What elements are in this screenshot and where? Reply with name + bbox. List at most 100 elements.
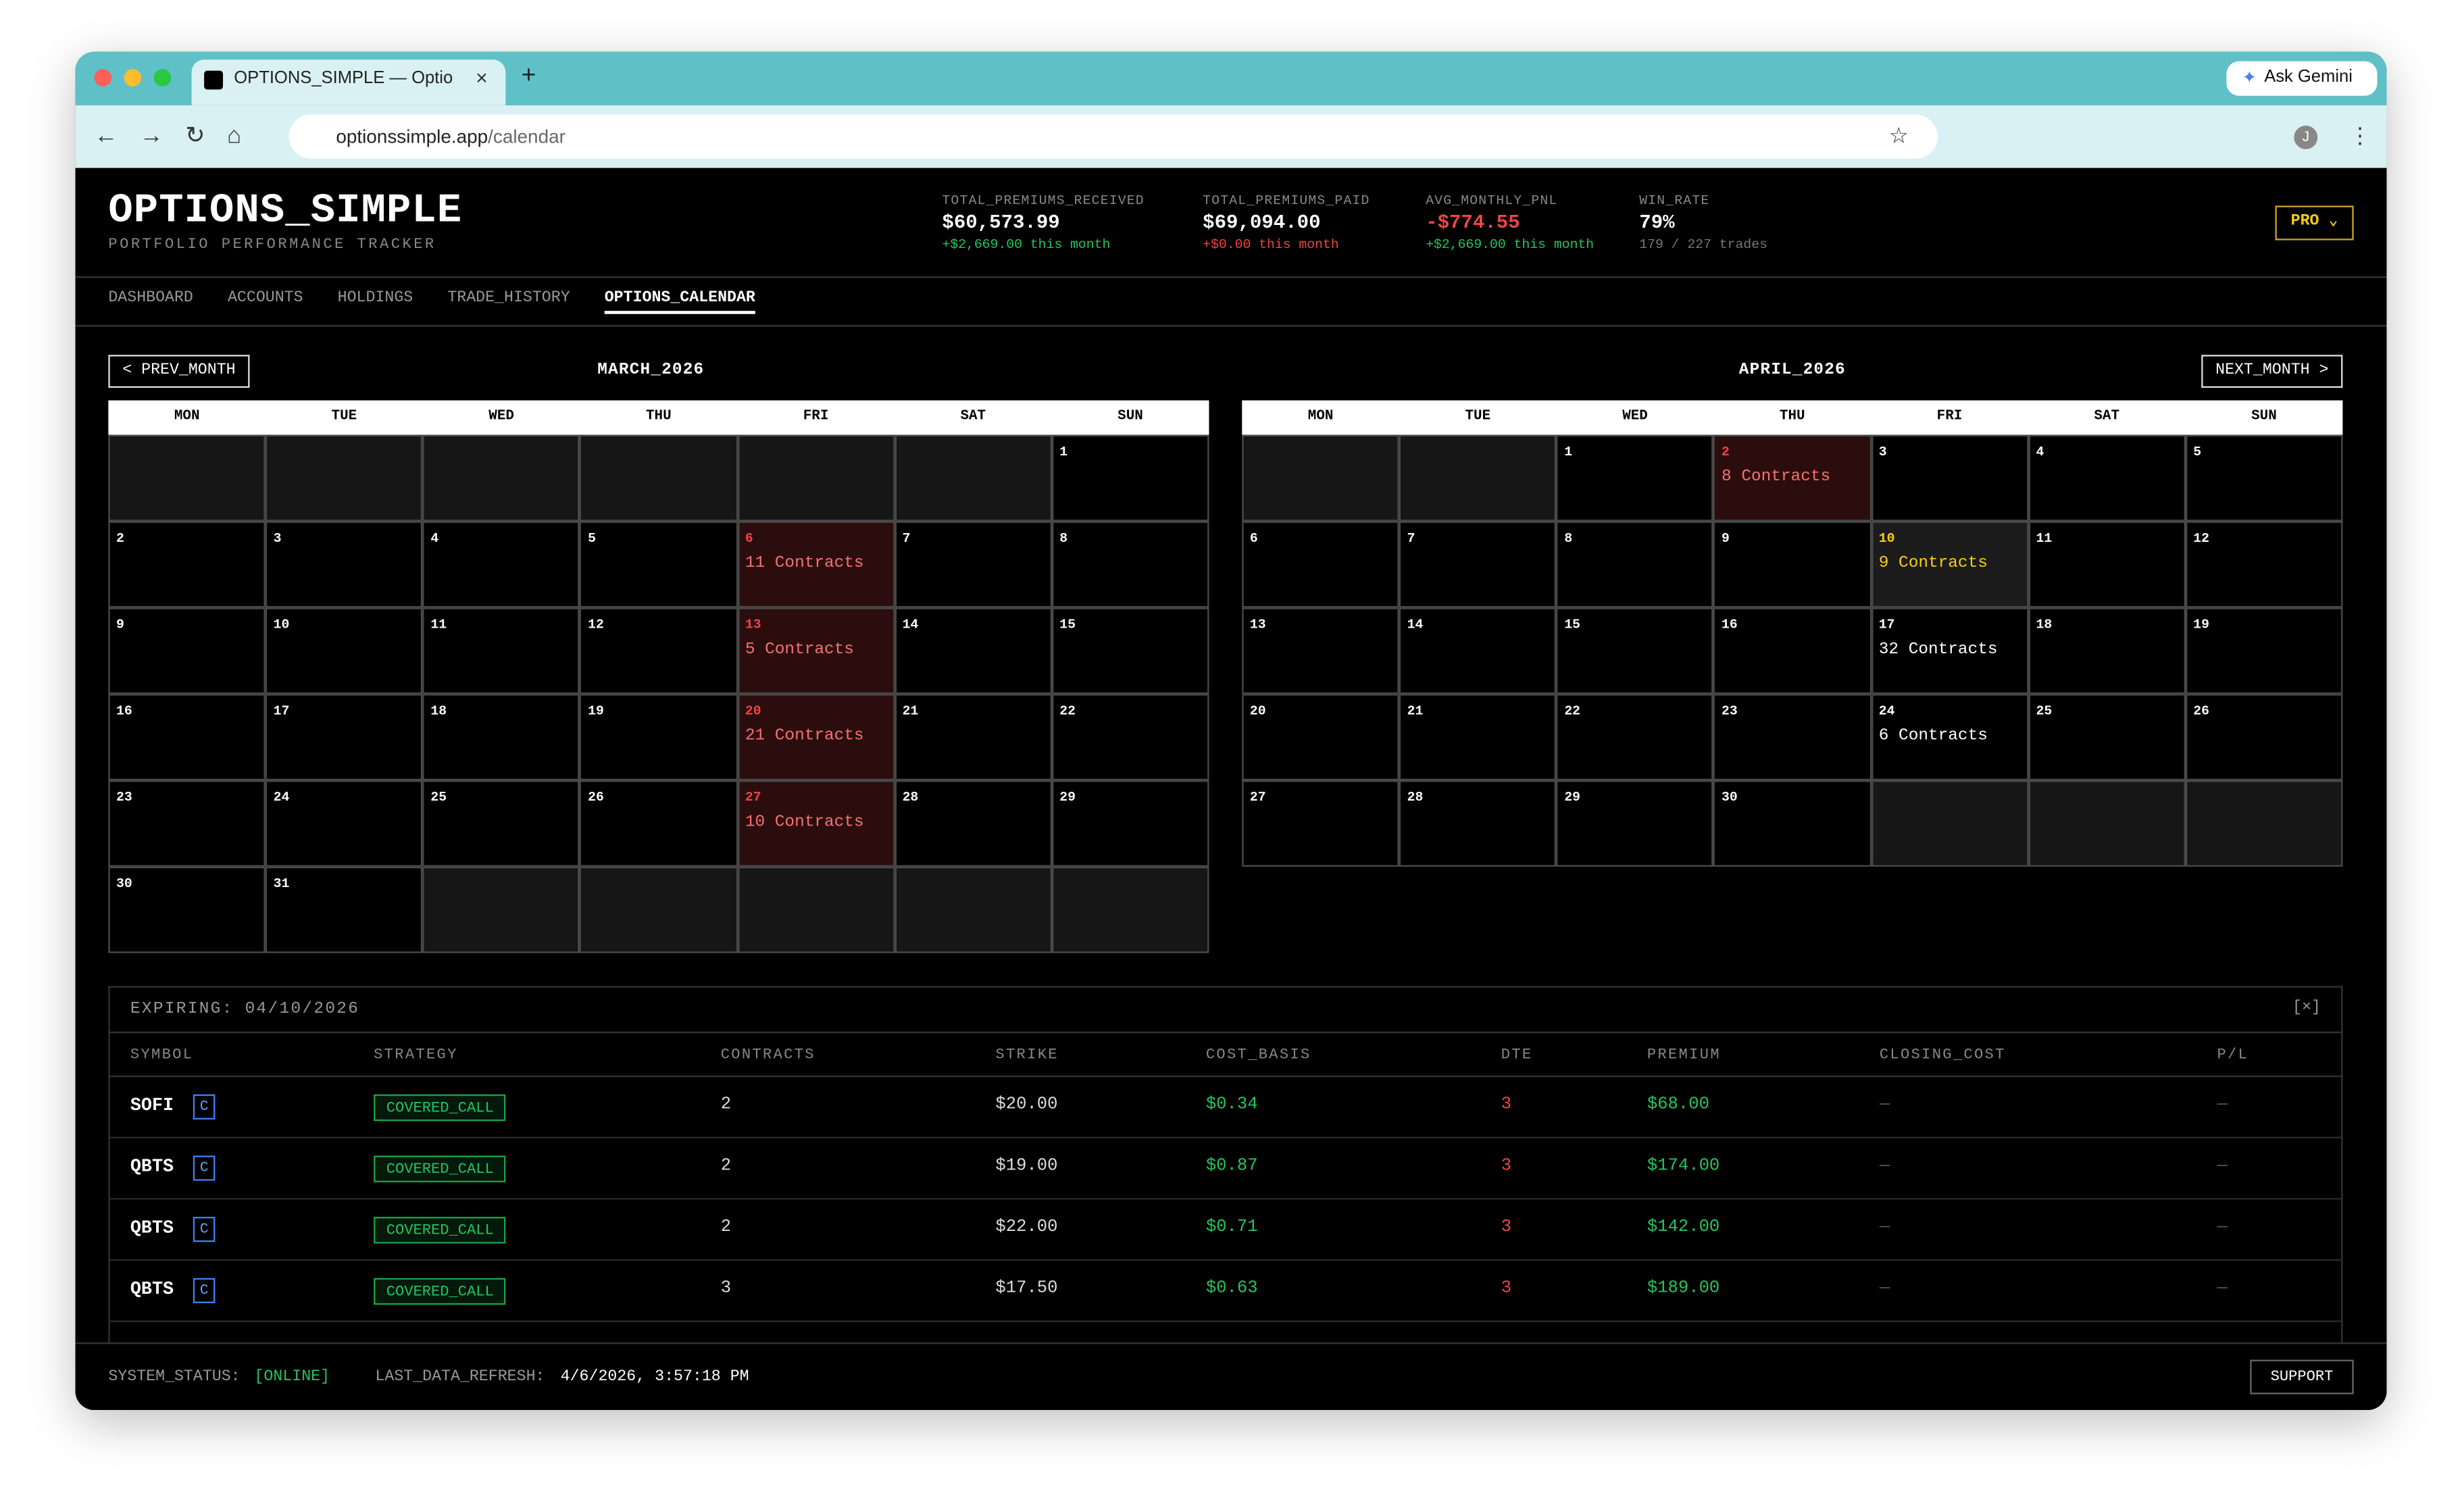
day-cell[interactable] [2185,607,2343,695]
tab[interactable] [191,59,506,105]
day-cell[interactable] [2028,607,2186,695]
strategy-badge: COVERED_CALL [374,1278,507,1305]
day-cell[interactable] [2028,694,2186,781]
day-cell[interactable] [422,521,580,608]
nav-buttons[interactable]: ←→↻⌂ [94,122,263,149]
min-dot[interactable] [124,69,142,86]
day-cell[interactable] [737,607,895,695]
day-cell[interactable] [580,607,738,695]
day-cell[interactable] [2185,694,2343,781]
day-cell[interactable] [737,521,895,608]
menu[interactable]: ⋮ [2348,122,2371,148]
day-cell[interactable] [1871,694,2028,781]
day-cell[interactable] [1713,607,1871,695]
nav-item[interactable]: TRADE_HISTORY [447,290,570,308]
day-cell[interactable] [422,694,580,781]
nav-item[interactable]: HOLDINGS [337,290,413,308]
day-cell[interactable] [1242,607,1399,695]
day-cell[interactable] [1242,521,1399,608]
table-box [108,986,2343,1343]
day-cell[interactable] [2028,434,2186,522]
day-number: 28 [1407,789,1424,806]
day-cell[interactable] [1051,434,1209,522]
day-cell[interactable] [1051,607,1209,695]
day-cell[interactable] [1556,694,1714,781]
pl: — [2217,1157,2228,1176]
month-button[interactable]: < PREV_MONTH [108,355,250,388]
month-button[interactable]: NEXT_MONTH > [2201,355,2343,388]
day-cell[interactable] [2185,521,2343,608]
day-cell[interactable] [580,521,738,608]
day-cell[interactable] [108,780,266,867]
day-cell[interactable] [2185,434,2343,522]
bookmark[interactable]: ☆ [1888,122,1909,148]
contracts: 3 [720,1280,732,1299]
day-cell[interactable] [1871,607,2028,695]
day-cell[interactable] [1051,521,1209,608]
nav-item[interactable]: ACCOUNTS [227,290,303,308]
day-cell[interactable] [1399,521,1557,608]
plan-badge[interactable]: PRO ⌄ [2275,205,2354,241]
premium: $189.00 [1647,1280,1720,1299]
day-cell[interactable] [108,694,266,781]
day-number: 25 [430,789,447,806]
day-cell[interactable] [1399,694,1557,781]
plan-label[interactable]: PRO [2290,213,2319,231]
day-cell[interactable] [422,607,580,695]
day-cell[interactable] [1051,780,1209,867]
day-cell[interactable] [1399,607,1557,695]
day-cell[interactable] [1242,780,1399,867]
day-number: 26 [2193,703,2209,720]
day-cell[interactable] [894,694,1052,781]
day-cell[interactable] [894,521,1052,608]
day-cell[interactable] [108,866,266,953]
avatar[interactable]: J [2294,125,2318,149]
stat-sub: +$2,669.00 this month [942,236,1111,253]
max-dot[interactable] [153,69,172,86]
day-cell[interactable] [737,780,895,867]
day-cell[interactable] [266,521,423,608]
support-button[interactable]: SUPPORT [2250,1359,2354,1394]
day-cell[interactable] [1713,780,1871,867]
day-cell[interactable] [737,694,895,781]
day-cell[interactable] [266,607,423,695]
gemini-button[interactable] [2226,61,2378,96]
nav-item[interactable]: OPTIONS_CALENDAR [604,291,755,314]
day-cell[interactable] [1556,780,1714,867]
day-number: 18 [2036,617,2053,633]
day-cell[interactable] [2028,521,2186,608]
nav-item[interactable]: DASHBOARD [108,290,193,308]
tab-close[interactable]: × [476,66,488,90]
day-cell [2028,780,2186,867]
weekday-row [108,400,1209,435]
day-cell[interactable] [1556,607,1714,695]
day-cell[interactable] [1556,434,1714,522]
day-cell[interactable] [422,780,580,867]
new-tab[interactable]: + [521,62,536,90]
day-cell[interactable] [894,780,1052,867]
day-cell[interactable] [108,607,266,695]
table-close[interactable]: [×] [2292,1000,2321,1017]
day-cell[interactable] [1399,780,1557,867]
close-dot[interactable] [94,69,112,86]
day-cell[interactable] [1242,694,1399,781]
day-cell[interactable] [266,866,423,953]
day-cell[interactable] [1713,434,1871,522]
weekday: SUN [1117,408,1143,424]
day-cell[interactable] [580,694,738,781]
day-cell[interactable] [580,780,738,867]
day-cell[interactable] [266,780,423,867]
day-cell[interactable] [1713,521,1871,608]
contracts: 32 Contracts [1878,640,1998,660]
strategy-badge: COVERED_CALL [374,1217,507,1244]
address-bar[interactable] [288,114,1938,159]
day-cell[interactable] [1871,521,2028,608]
day-cell[interactable] [108,521,266,608]
day-cell[interactable] [1051,694,1209,781]
day-cell[interactable] [1556,521,1714,608]
day-cell[interactable] [1713,694,1871,781]
day-cell[interactable] [1871,434,2028,522]
day-cell[interactable] [894,607,1052,695]
day-cell[interactable] [266,694,423,781]
